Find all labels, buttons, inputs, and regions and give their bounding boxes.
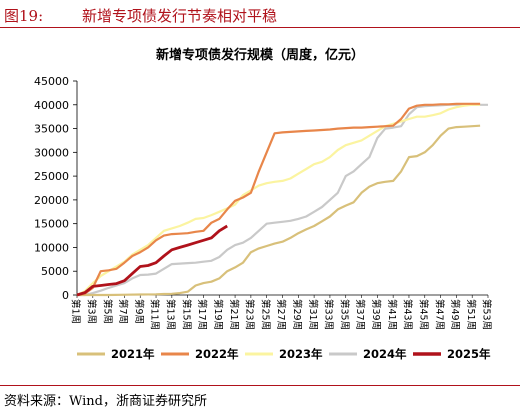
y-tick-label: 25000 xyxy=(34,170,69,183)
x-tick-label: 第53周 xyxy=(481,299,493,330)
y-tick-label: 30000 xyxy=(34,146,69,159)
x-tick-label: 第39周 xyxy=(370,299,382,330)
figure-number: 图19: xyxy=(4,7,44,25)
x-tick-label: 第35周 xyxy=(338,299,350,330)
x-tick-label: 第49周 xyxy=(449,299,461,330)
x-tick-label: 第27周 xyxy=(275,299,287,330)
figure-header: 图19: 新增专项债发行节奏相对平稳 xyxy=(0,0,520,30)
x-tick-label: 第19周 xyxy=(212,299,224,330)
x-tick-label: 第5周 xyxy=(101,299,113,324)
series-line-2024年 xyxy=(77,103,488,297)
y-tick-label: 20000 xyxy=(34,194,69,207)
legend-label-2024年: 2024年 xyxy=(363,347,407,361)
x-tick-label: 第3周 xyxy=(85,299,97,324)
x-tick-label: 第33周 xyxy=(323,299,335,330)
chart-series xyxy=(76,102,488,297)
x-tick-label: 第13周 xyxy=(165,299,177,330)
chart-title: 新增专项债发行规模（周度，亿元） xyxy=(155,48,364,63)
x-tick-label: 第11周 xyxy=(149,299,161,330)
y-tick-label: 0 xyxy=(62,289,69,302)
y-tick-label: 40000 xyxy=(34,99,69,112)
x-tick-label: 第41周 xyxy=(386,299,398,330)
x-tick-label: 第1周 xyxy=(70,299,82,324)
legend-label-2023年: 2023年 xyxy=(279,347,323,361)
series-line-2023年 xyxy=(76,103,481,296)
y-tick-label: 45000 xyxy=(34,75,69,88)
x-tick-label: 第43周 xyxy=(402,299,414,330)
x-tick-label: 第7周 xyxy=(117,299,129,324)
series-line-2025年 xyxy=(76,224,228,297)
x-tick-label: 第25周 xyxy=(259,299,271,330)
x-tick-label: 第17周 xyxy=(196,299,208,330)
legend-label-2021年: 2021年 xyxy=(111,347,155,361)
x-tick-label: 第47周 xyxy=(433,299,445,330)
footer-rule xyxy=(0,385,520,386)
figure-title: 新增专项债发行节奏相对平稳 xyxy=(82,7,278,25)
x-tick-label: 第51周 xyxy=(465,299,477,330)
y-tick-label: 10000 xyxy=(34,241,69,254)
header-rule xyxy=(0,27,520,28)
x-tick-label: 第45周 xyxy=(417,299,429,330)
x-tick-label: 第9周 xyxy=(133,299,145,324)
y-tick-label: 35000 xyxy=(34,123,69,136)
series-line-2021年 xyxy=(77,124,481,297)
line-chart: 0 5000 10000 15000 20000 25000 30000 35000 40000… xyxy=(34,75,493,361)
x-tick-label: 第29周 xyxy=(291,299,303,330)
x-tick-label: 第15周 xyxy=(180,299,192,330)
series-line-2022年 xyxy=(76,102,481,297)
x-tick-label: 第31周 xyxy=(307,299,319,330)
source-note: 资料来源：Wind，浙商证券研究所 xyxy=(4,394,207,409)
x-tick-label: 第37周 xyxy=(354,299,366,330)
legend-label-2025年: 2025年 xyxy=(447,347,491,361)
x-tick-label: 第23周 xyxy=(244,299,256,330)
y-tick-label: 5000 xyxy=(41,265,69,278)
x-tick-label: 第21周 xyxy=(228,299,240,330)
y-tick-label: 15000 xyxy=(34,218,69,231)
legend-label-2022年: 2022年 xyxy=(195,347,239,361)
chart-axes: 0 5000 10000 15000 20000 25000 30000 35000 40000… xyxy=(34,75,493,330)
chart-legend: 2021年 2022年 2023年 2024年 2025年 xyxy=(77,347,491,361)
